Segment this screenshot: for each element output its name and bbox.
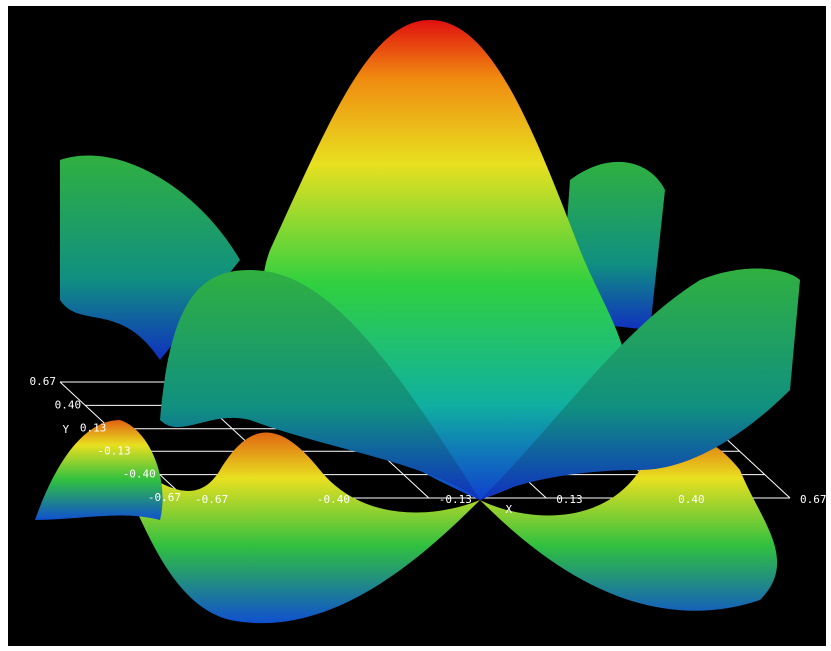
x-tick-label: 0.40 [678, 493, 705, 506]
y-tick-label: -0.13 [98, 444, 131, 457]
x-axis-label: X [506, 503, 513, 516]
x-tick-label: -0.40 [317, 493, 350, 506]
surface-sheet [480, 268, 800, 500]
y-tick-label: 0.13 [80, 422, 107, 435]
x-tick-label: -0.67 [195, 493, 228, 506]
surface-lower [90, 430, 778, 624]
surface-sheet [160, 270, 480, 500]
y-tick-label: 0.40 [55, 398, 82, 411]
y-tick-label: 0.67 [30, 375, 57, 388]
y-axis-label: Y [63, 423, 70, 436]
y-tick-label: -0.40 [123, 468, 156, 481]
y-tick-label: -0.67 [148, 491, 181, 504]
x-tick-label: -0.13 [439, 493, 472, 506]
x-tick-label: 0.13 [556, 493, 583, 506]
x-tick-label: 0.67 [800, 493, 827, 506]
surface-lower [35, 420, 163, 520]
